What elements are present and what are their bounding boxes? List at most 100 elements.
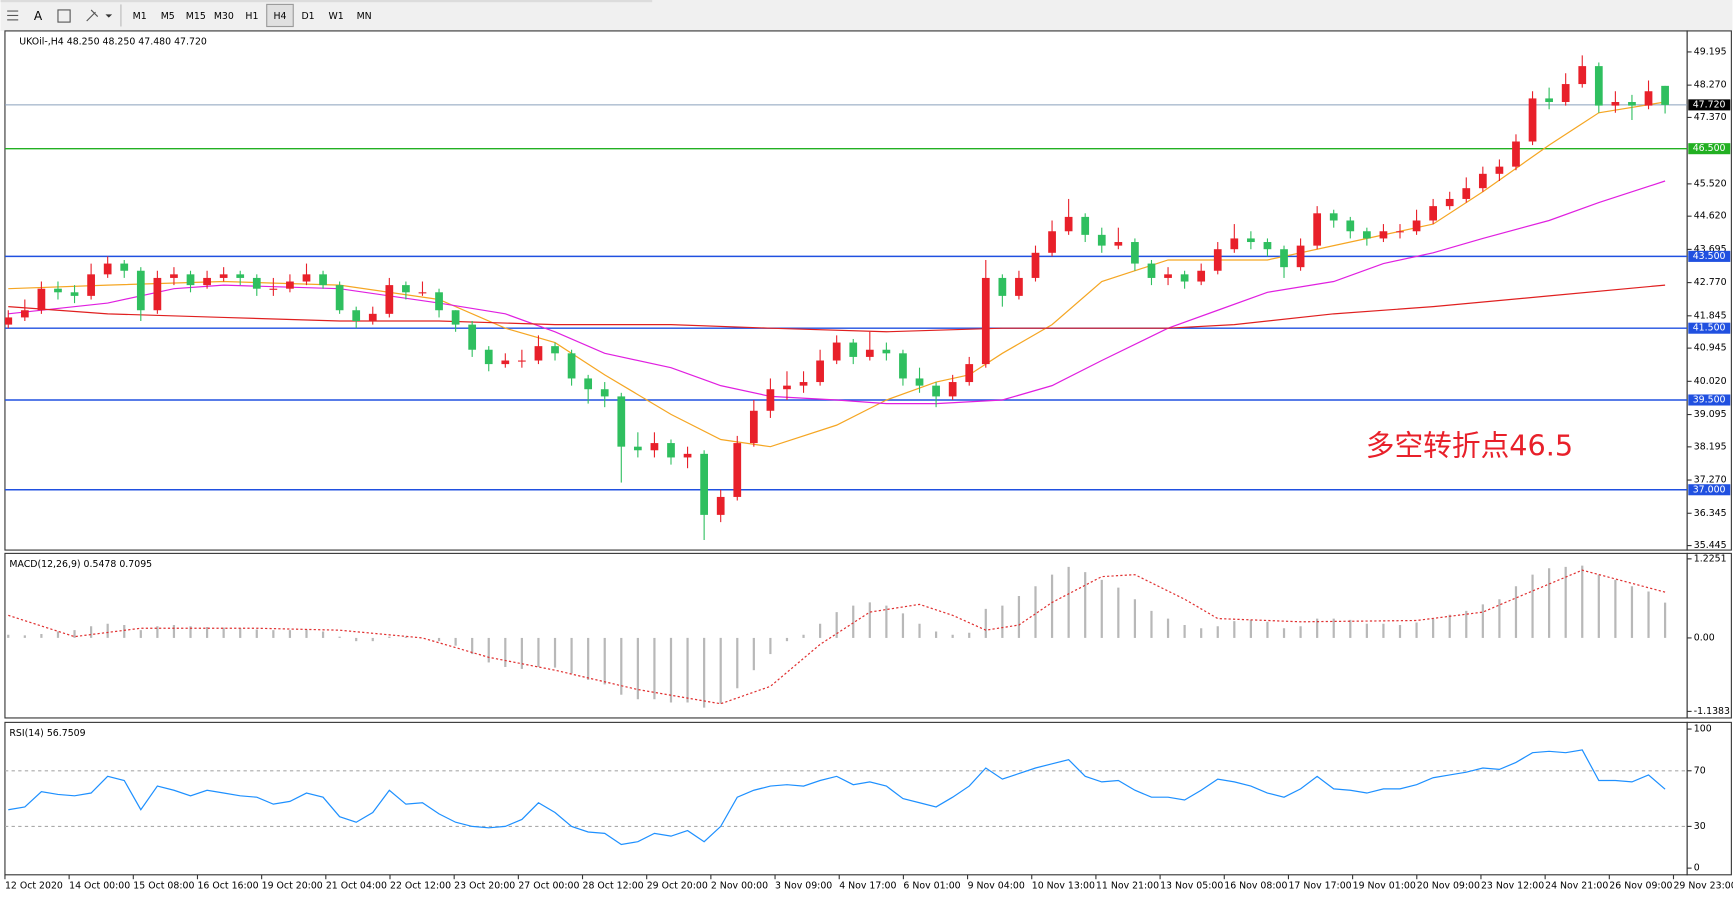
- y-tick-label: 70: [1694, 765, 1706, 776]
- level-label: 37.000: [1693, 484, 1726, 495]
- level-tag: [1688, 484, 1731, 496]
- candle-body: [1478, 173, 1487, 189]
- y-tick-label: 38.195: [1694, 441, 1727, 452]
- x-tick-label: 23 Oct 20:00: [454, 880, 515, 891]
- plot-area: [4, 749, 1688, 846]
- x-tick-label: 11 Nov 21:00: [1096, 880, 1159, 891]
- candle-body: [302, 274, 311, 282]
- dropdown[interactable]: [105, 14, 113, 18]
- candle-body: [1313, 213, 1322, 246]
- y-tick-label: 30: [1694, 821, 1706, 832]
- candle-body: [1462, 188, 1471, 199]
- candle-body: [236, 274, 245, 278]
- x-tick-label: 23 Nov 12:00: [1481, 880, 1544, 891]
- candle-body: [1445, 198, 1454, 207]
- candle-body: [87, 274, 95, 296]
- candle-body: [617, 396, 626, 447]
- level-label: 39.500: [1693, 394, 1726, 405]
- candle-body: [1528, 98, 1537, 142]
- candle-body: [103, 263, 112, 275]
- timeframe-button[interactable]: M5: [161, 11, 175, 22]
- candle-body: [1545, 98, 1553, 103]
- level-tag: [1688, 250, 1731, 262]
- x-tick-label: 21 Oct 04:00: [326, 880, 387, 891]
- timeframe-button[interactable]: H4: [273, 11, 286, 22]
- x-tick-label: 22 Oct 12:00: [390, 880, 451, 891]
- candle-body: [882, 349, 891, 354]
- x-tick-label: 12 Oct 2020: [5, 880, 63, 891]
- text-tool[interactable]: A: [34, 9, 43, 23]
- level-tag: [1688, 394, 1731, 406]
- timeframe-button[interactable]: M15: [186, 11, 206, 22]
- candle-body: [1512, 141, 1520, 167]
- candle-body: [733, 443, 742, 497]
- candle-body: [567, 353, 576, 379]
- timeframe-button[interactable]: H1: [245, 11, 258, 22]
- x-tick-label: 17 Nov 17:00: [1288, 880, 1351, 891]
- toolbar: [0, 0, 1733, 31]
- candle-body: [219, 274, 228, 278]
- candle-body: [385, 285, 394, 314]
- y-tick-label: 40.945: [1694, 343, 1727, 354]
- candle-body: [1578, 66, 1587, 85]
- timeframe-button[interactable]: W1: [328, 11, 343, 22]
- panel-title: UKOil-,H4 48.250 48.250 47.480 47.720: [19, 36, 207, 47]
- x-tick-label: 24 Nov 21:00: [1545, 880, 1608, 891]
- panel-title: MACD(12,26,9) 0.5478 0.7095: [9, 559, 152, 570]
- x-tick-label: 29 Oct 20:00: [647, 880, 708, 891]
- x-tick-label: 16 Nov 08:00: [1224, 880, 1287, 891]
- candle-body: [1296, 245, 1305, 268]
- candle-body: [667, 443, 675, 458]
- candle-body: [186, 274, 195, 286]
- candle-body: [1197, 270, 1206, 282]
- price-scale: [1686, 552, 1732, 719]
- candle-body: [37, 288, 46, 311]
- candle-body: [1263, 242, 1272, 250]
- candle-body: [981, 277, 990, 365]
- arrow-tool[interactable]: [86, 9, 99, 22]
- annotation: 多空转折点46.5: [1366, 428, 1573, 462]
- moving-average: [8, 284, 1666, 333]
- candle-body: [435, 292, 443, 311]
- timeframe-button[interactable]: M1: [133, 11, 147, 22]
- signal-line: [8, 569, 1666, 705]
- timeframe-button[interactable]: MN: [357, 11, 372, 22]
- candle-body: [1031, 252, 1040, 278]
- candle-body: [551, 346, 559, 354]
- bid-label: 47.720: [1693, 99, 1726, 110]
- x-tick-label: 27 Oct 00:00: [518, 880, 579, 891]
- candle-body: [484, 349, 493, 365]
- rsi-line: [8, 749, 1666, 846]
- price-scale: [1686, 721, 1732, 876]
- candle-body: [1015, 277, 1023, 296]
- y-tick-label: 35.445: [1694, 540, 1727, 551]
- tool-icons: A: [7, 4, 122, 27]
- candle-body: [1213, 249, 1222, 271]
- candle-body: [783, 385, 791, 390]
- candle-body: [1329, 213, 1338, 221]
- x-tick-label: 26 Nov 09:00: [1609, 880, 1672, 891]
- candle-body: [418, 292, 427, 294]
- x-tick-label: 6 Nov 01:00: [903, 880, 960, 891]
- timeframe-button[interactable]: D1: [301, 11, 314, 22]
- candle-body: [136, 270, 145, 311]
- candle-body: [998, 277, 1007, 296]
- panel-frame: [4, 30, 1688, 551]
- candle-body: [1362, 231, 1371, 239]
- candle-body: [1379, 231, 1388, 239]
- candle-body: [1230, 238, 1239, 250]
- timeframe-button[interactable]: M30: [214, 11, 234, 22]
- label-tool[interactable]: [57, 9, 71, 23]
- y-tick-label: -1.1383: [1694, 706, 1730, 717]
- panel-frame: [4, 721, 1688, 876]
- y-tick-label: 43.695: [1694, 244, 1727, 255]
- x-tick-label: 13 Nov 05:00: [1160, 880, 1223, 891]
- candle-body: [1594, 66, 1603, 106]
- candle-body: [1081, 216, 1090, 235]
- y-tick-label: 0: [1694, 863, 1700, 874]
- x-tick-label: 19 Nov 01:00: [1353, 880, 1416, 891]
- candle-body: [1561, 84, 1570, 103]
- panel-frame: [4, 552, 1688, 719]
- candle-body: [1180, 274, 1189, 282]
